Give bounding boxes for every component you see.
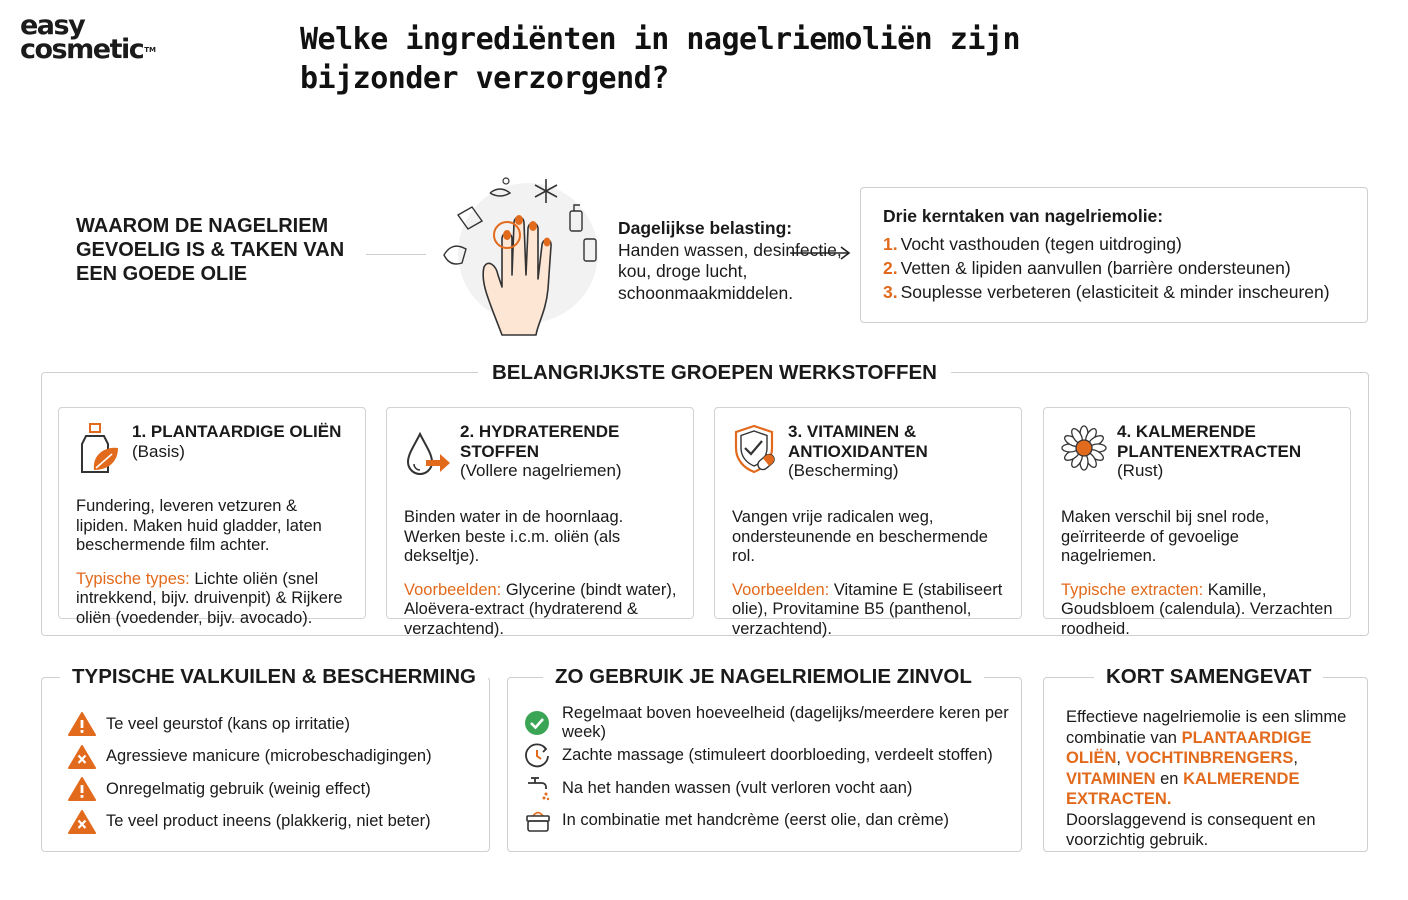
- pitfall-item: Onregelmatig gebruik (weinig effect): [68, 773, 432, 806]
- warning-icon: [68, 777, 96, 802]
- task-item: 3. Souplesse verbeteren (elasticiteit & m…: [883, 280, 1347, 304]
- usage-panel: Regelmaat boven hoeveelheid (dagelijks/m…: [507, 677, 1022, 852]
- card-subtitle: (Basis): [132, 441, 185, 461]
- card-examples: Voorbeelden: Vitamine E (stabiliseert ol…: [732, 581, 1005, 640]
- core-tasks-title: Drie kerntaken van nagelriemolie:: [883, 206, 1164, 226]
- pitfall-item: Agressieve manicure (microbeschadigingen…: [68, 741, 432, 774]
- logo-line-2: cosmeticTM: [20, 36, 190, 63]
- task-text: Vetten & lipiden aanvullen (barrière ond…: [900, 258, 1291, 278]
- task-item: 1. Vocht vasthouden (tegen uitdroging): [883, 232, 1347, 256]
- usage-text: Zachte massage (stimuleert doorbloeding,…: [562, 746, 993, 765]
- pitfall-text: Te veel product ineens (plakkerig, niet …: [106, 812, 431, 831]
- card-examples: Voorbeelden: Glycerine (bindt water), Al…: [404, 581, 677, 640]
- card-title: 1. PLANTAARDIGE OLIËN: [132, 422, 342, 441]
- water-drop-arrow-icon: [406, 431, 450, 475]
- examples-text: Kamille, Goudsbloem (calendula). Verzach…: [1061, 580, 1333, 638]
- groups-title: BELANGRIJKSTE GROEPEN WERKSTOFFEN: [478, 360, 951, 386]
- task-text: Souplesse verbeteren (elasticiteit & min…: [900, 282, 1330, 302]
- card-examples: Typische types: Lichte oliën (snel intre…: [76, 570, 349, 629]
- card-subtitle: (Bescherming): [788, 461, 899, 480]
- core-tasks-box: Drie kerntaken van nagelriemolie: 1. Voch…: [860, 187, 1368, 323]
- card-subtitle: (Rust): [1117, 461, 1164, 480]
- warning-icon: [68, 712, 96, 737]
- pitfall-text: Te veel geurstof (kans op irritatie): [106, 714, 350, 733]
- summary-separator: ,: [1293, 749, 1298, 767]
- usage-list: Regelmaat boven hoeveelheid (dagelijks/m…: [524, 704, 1021, 838]
- trademark-mark: TM: [144, 46, 156, 54]
- clock-massage-icon: [525, 743, 549, 767]
- task-item: 2. Vetten & lipiden aanvullen (barrière o…: [883, 256, 1347, 280]
- card-description: Vangen vrije radicalen weg, ondersteunen…: [732, 508, 988, 565]
- card-title: 3. VITAMINEN & ANTIOXIDANTEN: [788, 422, 928, 461]
- summary-separator: ,: [1116, 749, 1126, 767]
- examples-text: Glycerine (bindt water), Aloëvera-extrac…: [404, 580, 677, 638]
- pitfall-text: Onregelmatig gebruik (weinig effect): [106, 779, 371, 798]
- summary-highlight: VITAMINEN: [1066, 769, 1156, 788]
- card-description: Fundering, leveren vetzuren & lipiden. M…: [76, 497, 322, 554]
- examples-label: Voorbeelden:: [404, 580, 502, 599]
- card-title: 2. HYDRATERENDE STOFFEN: [460, 422, 620, 461]
- card-examples: Typische extracten: Kamille, Goudsbloem …: [1061, 581, 1334, 640]
- group-card-calming-extracts: 4. KALMERENDE PLANTENEXTRACTEN (Rust) Ma…: [1043, 407, 1351, 638]
- usage-item: Zachte massage (stimuleert doorbloeding,…: [524, 740, 1021, 773]
- cross-warning-icon: [68, 809, 96, 834]
- group-card-hydrating: 2. HYDRATERENDE STOFFEN (Vollere nagelri…: [386, 407, 694, 638]
- divider-line: [366, 254, 426, 255]
- card-description: Maken verschil bij snel rode, geïrriteer…: [1061, 508, 1270, 565]
- why-heading: WAAROM DE NAGELRIEM GEVOELIG IS & TAKEN …: [76, 215, 345, 285]
- daily-load-title: Dagelijkse belasting:: [618, 218, 793, 238]
- examples-text: Vitamine E (stabiliseert olie), Provitam…: [732, 580, 1003, 638]
- logo-line-1: easy: [20, 10, 86, 41]
- usage-item: Regelmaat boven hoeveelheid (dagelijks/m…: [524, 704, 1021, 742]
- summary-title: KORT SAMENGEVAT: [1094, 664, 1324, 690]
- pitfall-item: Te veel product ineens (plakkerig, niet …: [68, 806, 432, 839]
- examples-label: Typische extracten:: [1061, 580, 1204, 599]
- arrow-right-icon: [790, 246, 851, 260]
- examples-label: Typische types:: [76, 569, 190, 588]
- usage-item: In combinatie met handcrème (eerst olie,…: [524, 805, 1021, 838]
- task-number: 2.: [883, 258, 898, 278]
- card-description: Binden water in de hoornlaag. Werken bes…: [404, 508, 624, 565]
- daily-load-text: Dagelijkse belasting: Handen wassen, des…: [618, 218, 858, 304]
- task-number: 3.: [883, 282, 898, 302]
- group-card-vitamins: 3. VITAMINEN & ANTIOXIDANTEN (Beschermin…: [714, 407, 1022, 638]
- faucet-icon: [528, 777, 550, 801]
- group-card-plant-oils: 1. PLANTAARDIGE OLIËN (Basis) Fundering,…: [58, 407, 366, 627]
- summary-highlight: VOCHTINBRENGERS: [1125, 749, 1294, 767]
- shield-capsule-icon: [734, 424, 775, 474]
- examples-label: Voorbeelden:: [732, 580, 830, 599]
- usage-title: ZO GEBRUIK JE NAGELRIEMOLIE ZINVOL: [543, 664, 984, 690]
- task-number: 1.: [883, 234, 898, 254]
- task-text: Vocht vasthouden (tegen uitdroging): [900, 234, 1182, 254]
- summary-separator: en: [1155, 769, 1184, 788]
- summary-highlight: KALMERENDE EXTRACTEN: [1066, 769, 1300, 809]
- summary-separator: .: [1166, 790, 1172, 808]
- oil-bottle-leaf-icon: [81, 423, 118, 473]
- card-title: 4. KALMERENDE PLANTENEXTRACTEN: [1117, 422, 1302, 461]
- hand-illustration: [440, 175, 610, 340]
- summary-text: Effectieve nagelriemolie is een slimme c…: [1066, 707, 1356, 851]
- card-subtitle: (Vollere nagelriemen): [460, 461, 622, 480]
- pitfalls-title: TYPISCHE VALKUILEN & BESCHERMING: [60, 664, 488, 690]
- pitfalls-panel: Te veel geurstof (kans op irritatie) Agr…: [41, 677, 490, 852]
- usage-text: Regelmaat boven hoeveelheid (dagelijks/m…: [562, 704, 1009, 742]
- pitfall-item: Te veel geurstof (kans op irritatie): [68, 708, 432, 741]
- check-circle-icon: [525, 711, 549, 736]
- pitfalls-list: Te veel geurstof (kans op irritatie) Agr…: [68, 708, 432, 838]
- usage-text: Na het handen wassen (vult verloren voch…: [562, 778, 913, 797]
- brand-logo: easy cosmeticTM: [20, 10, 190, 74]
- summary-highlight: PLANTAARDIGE OLIËN: [1066, 728, 1312, 768]
- cream-jar-icon: [526, 811, 550, 832]
- daily-load-body: Handen wassen, desinfectie, kou, droge l…: [618, 239, 842, 303]
- examples-text: Lichte oliën (snel intrekkend, bijv. dru…: [76, 569, 343, 627]
- usage-text: In combinatie met handcrème (eerst olie,…: [562, 811, 950, 830]
- pitfall-text: Agressieve manicure (microbeschadigingen…: [106, 747, 432, 766]
- usage-item: Na het handen wassen (vult verloren voch…: [524, 772, 1021, 805]
- summary-intro: Effectieve nagelriemolie is een slimme c…: [1066, 708, 1347, 747]
- summary-conclusion: Doorslaggevend is consequent en voorzich…: [1066, 810, 1316, 850]
- page-title: Welke ingrediënten in nagelriemoliën zij…: [300, 22, 1021, 96]
- cross-warning-icon: [68, 744, 96, 769]
- chamomile-flower-icon: [1061, 425, 1107, 471]
- logo-wordmark: cosmetic: [20, 34, 145, 65]
